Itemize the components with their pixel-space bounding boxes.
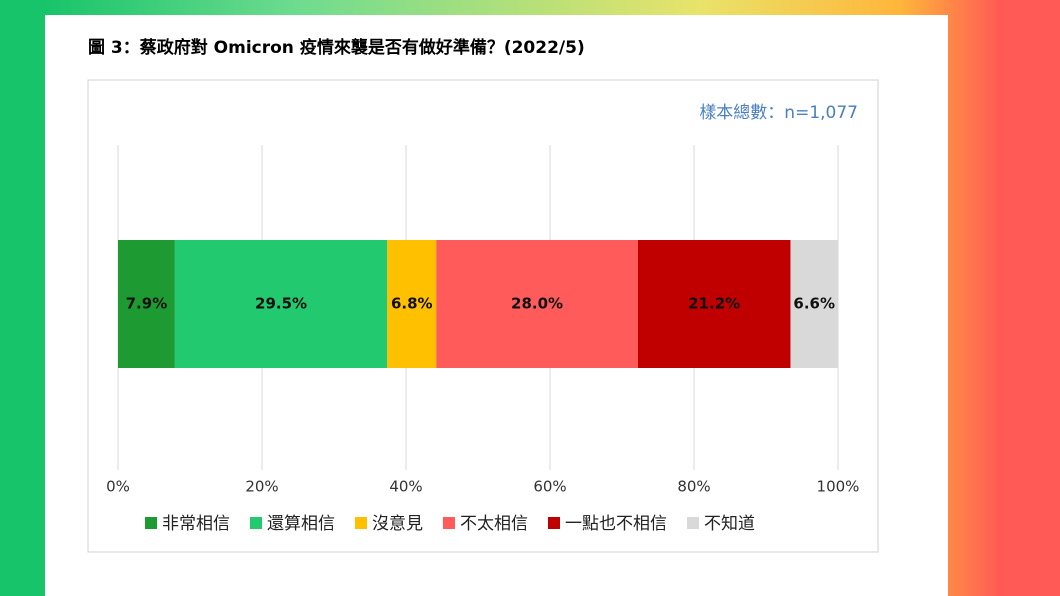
annotation: 樣本總數：n=1,077 [699,103,858,123]
legend-swatch [355,517,367,529]
x-tick-label: 20% [245,478,278,496]
bar-segment [637,240,791,368]
legend-label: 非常相信 [162,514,230,534]
x-tick-label: 60% [533,478,566,496]
legend-swatch [250,517,262,529]
bar-segment [118,240,175,368]
bar-segment [174,240,388,368]
value-label: 6.6% [793,295,835,313]
legend-swatch [145,517,157,529]
legend-label: 不太相信 [460,514,528,534]
x-tick-label: 100% [817,478,860,496]
chart-title: 圖 3：蔡政府對 Omicron 疫情來襲是否有做好準備？(2022/5) [88,37,585,58]
legend-swatch [687,517,699,529]
x-tick-label: 0% [106,478,130,496]
x-tick-label: 40% [389,478,422,496]
legend-label: 沒意見 [372,514,423,534]
value-label: 28.0% [511,295,563,313]
x-tick-label: 80% [677,478,710,496]
bar-segment [790,240,838,368]
bar-segment [387,240,437,368]
value-label: 7.9% [126,295,168,313]
legend-swatch [548,517,560,529]
legend-label: 一點也不相信 [565,514,667,534]
legend-label: 還算相信 [267,514,335,534]
legend-label: 不知道 [704,514,755,534]
legend-swatch [443,517,455,529]
value-label: 6.8% [391,295,433,313]
bar-segment [436,240,638,368]
value-label: 29.5% [255,295,307,313]
value-label: 21.2% [688,295,740,313]
